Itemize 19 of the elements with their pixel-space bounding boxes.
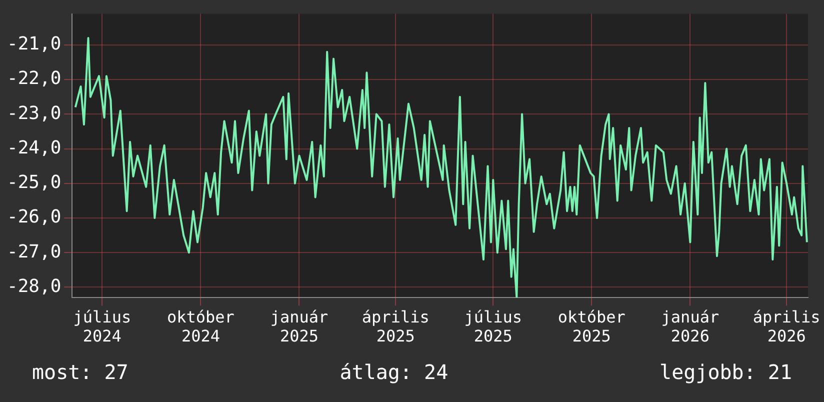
y-tick-label: -21,0 xyxy=(6,34,62,55)
y-tick-label: -28,0 xyxy=(6,276,62,297)
y-tick-label: -23,0 xyxy=(6,102,62,124)
y-tick-label: -22,0 xyxy=(6,68,62,90)
text: most: 27 xyxy=(32,360,128,384)
y-tick-label: -26,0 xyxy=(6,206,62,228)
y-tick-label: -25,0 xyxy=(6,172,62,194)
x-tick-label: július 2024 xyxy=(73,307,132,346)
x-tick-label: október 2024 xyxy=(166,307,235,346)
y-tick-label: -27,0 xyxy=(6,241,62,262)
x-tick-label: január 2025 xyxy=(270,307,329,346)
x-tick-label: április 2025 xyxy=(362,307,430,346)
x-tick-label: január 2026 xyxy=(661,307,720,346)
text: átlag: 24 xyxy=(340,360,448,384)
text: legjobb: 21 xyxy=(660,360,792,384)
x-tick-label: július 2025 xyxy=(464,307,522,346)
y-tick-label: -24,0 xyxy=(6,137,62,158)
x-tick-label: április 2026 xyxy=(752,307,820,346)
x-tick-label: október 2025 xyxy=(558,307,626,346)
